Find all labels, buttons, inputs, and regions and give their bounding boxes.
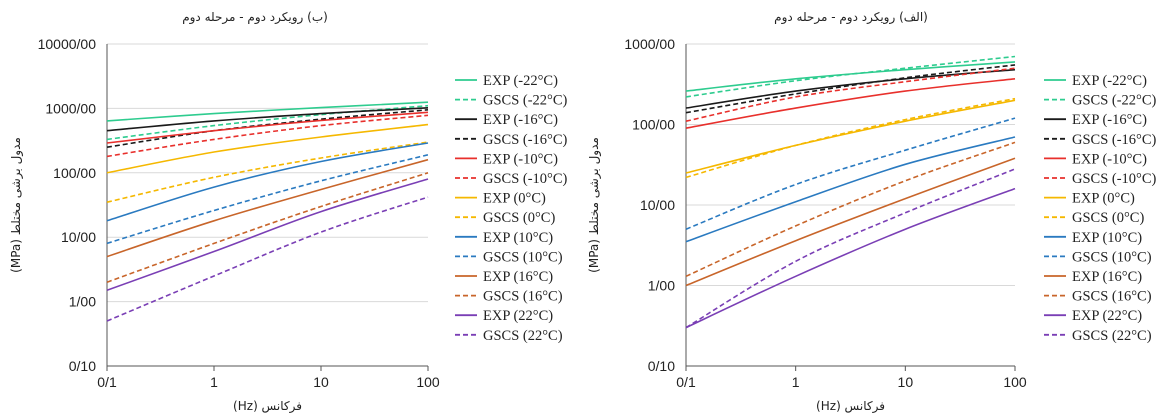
x-tick-label: 10 [898, 374, 914, 390]
legend-label-gscs-10-c: GSCS (-10°C) [483, 171, 568, 187]
legend-label-exp-10-c: EXP (10°C) [483, 230, 553, 246]
series-line-gscs-10-c [686, 118, 1015, 229]
y-tick-label: 0/10 [648, 358, 675, 374]
series-line-exp-10-c [107, 143, 428, 221]
y-tick-label: 10/00 [61, 229, 96, 245]
legend-label-exp-0-c: EXP (0°C) [1072, 191, 1135, 207]
legend-label-exp-16-c: EXP (16°C) [1072, 269, 1142, 285]
y-axis-label: مدول برشی مختلط (MPa) [587, 137, 602, 273]
x-tick-label: 100 [416, 374, 440, 390]
y-tick-label: 100/00 [632, 117, 675, 133]
legend-label-exp-10-c: EXP (10°C) [1072, 230, 1142, 246]
series-line-exp-22-c [107, 102, 428, 121]
legend-label-exp-22-c: EXP (-22°C) [483, 73, 558, 89]
legend-label-gscs-16-c: GSCS (16°C) [1072, 289, 1152, 305]
legend-label-exp-16-c: EXP (-16°C) [1072, 112, 1147, 128]
series-line-gscs-10-c [107, 155, 428, 244]
y-tick-label: 1000/00 [45, 100, 96, 116]
legend-label-exp-16-c: EXP (-16°C) [483, 112, 558, 128]
legend-label-gscs-16-c: GSCS (-16°C) [483, 132, 568, 148]
legend-label-exp-10-c: EXP (-10°C) [1072, 151, 1147, 167]
series-line-gscs-22-c [686, 57, 1015, 97]
legend-label-exp-0-c: EXP (0°C) [483, 191, 546, 207]
legend-label-gscs-16-c: GSCS (-16°C) [1072, 132, 1157, 148]
legend-label-gscs-10-c: GSCS (10°C) [483, 249, 563, 265]
legend-label-gscs-0-c: GSCS (0°C) [483, 210, 555, 226]
y-axis-label: مدول برشی مختلط (MPa) [9, 137, 24, 273]
legend-label-gscs-22-c: GSCS (22°C) [483, 328, 563, 344]
chart-title: (ب) رویکرد دوم - مرحله دوم [182, 10, 328, 25]
legend-label-exp-22-c: EXP (-22°C) [1072, 73, 1147, 89]
x-tick-label: 1 [792, 374, 800, 390]
legend-label-gscs-10-c: GSCS (10°C) [1072, 249, 1152, 265]
legend-label-gscs-10-c: GSCS (-10°C) [1072, 171, 1157, 187]
series-line-gscs-16-c [107, 173, 428, 282]
x-tick-label: 1 [210, 374, 218, 390]
series-line-gscs-10-c [686, 68, 1015, 121]
y-tick-label: 10/00 [640, 197, 675, 213]
legend-label-gscs-22-c: GSCS (22°C) [1072, 328, 1152, 344]
chart-title: (الف) رویکرد دوم - مرحله دوم [774, 10, 928, 25]
legend-label-gscs-22-c: GSCS (-22°C) [1072, 93, 1157, 109]
y-tick-label: 1000/00 [624, 36, 675, 52]
legend-label-gscs-0-c: GSCS (0°C) [1072, 210, 1144, 226]
series-line-exp-10-c [686, 137, 1015, 242]
legend-label-exp-16-c: EXP (16°C) [483, 269, 553, 285]
series-line-exp-22-c [686, 62, 1015, 91]
legend-label-gscs-16-c: GSCS (16°C) [483, 289, 563, 305]
legend-label-exp-22-c: EXP (22°C) [483, 308, 553, 324]
series-line-gscs-22-c [107, 197, 428, 321]
y-tick-label: 10000/00 [38, 36, 97, 52]
x-tick-label: 0/1 [97, 374, 117, 390]
x-tick-label: 0/1 [676, 374, 696, 390]
x-axis-label: فرکانس (Hz) [816, 399, 885, 414]
y-tick-label: 100/00 [53, 165, 96, 181]
y-tick-label: 1/00 [69, 294, 96, 310]
y-tick-label: 0/10 [69, 358, 96, 374]
legend-label-exp-22-c: EXP (22°C) [1072, 308, 1142, 324]
legend-label-exp-10-c: EXP (-10°C) [483, 151, 558, 167]
x-axis-label: فرکانس (Hz) [233, 399, 302, 414]
legend-label-gscs-22-c: GSCS (-22°C) [483, 93, 568, 109]
x-tick-label: 10 [313, 374, 329, 390]
series-line-exp-16-c [686, 158, 1015, 285]
chart-panel-alef: 0/10 1/00 10/00 100/00 1000/00 0/1 1 10 100 (الف)… [587, 10, 1157, 414]
series-line-exp-16-c [107, 160, 428, 257]
x-tick-label: 100 [1003, 374, 1027, 390]
series-line-exp-22-c [107, 179, 428, 290]
series-line-exp-22-c [686, 189, 1015, 328]
chart-panel-b: 0/10 1/00 10/00 100/00 1000/00 10000/00 0/1 1 10… [9, 10, 568, 414]
y-tick-label: 1/00 [648, 278, 675, 294]
